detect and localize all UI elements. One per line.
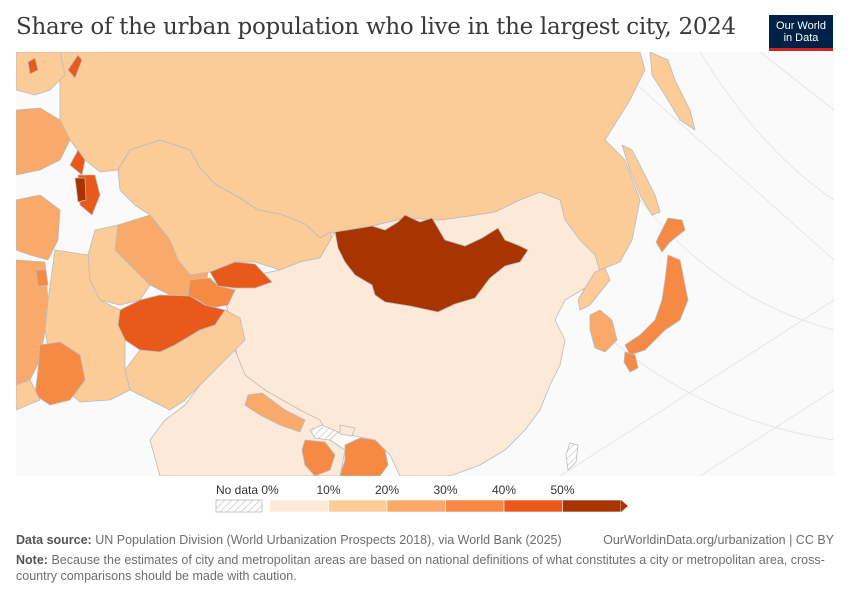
region-oman[interactable]: [16, 379, 41, 411]
map-container: [16, 52, 834, 476]
legend-bin-3[interactable]: [445, 499, 505, 513]
legend-arrow-tip: [621, 500, 628, 512]
legend: No data 0% 10% 20% 30% 40% 50%: [214, 482, 644, 514]
note: Note: Because the estimates of city and …: [16, 552, 834, 584]
region-mongolia[interactable]: [334, 214, 529, 313]
region-kashmir[interactable]: [309, 424, 339, 441]
region-syria[interactable]: [16, 107, 71, 176]
legend-tick-label: 20%: [375, 483, 399, 497]
source-url[interactable]: OurWorldinData.org/urbanization | CC BY: [603, 533, 834, 547]
legend-bin-4[interactable]: [503, 499, 563, 513]
note-text: Because the estimates of city and metrop…: [16, 553, 825, 583]
data-source-label: Data source:: [16, 533, 92, 547]
legend-bin-1[interactable]: [328, 499, 388, 513]
legend-tick-label: 50%: [550, 483, 574, 497]
data-source: Data source: UN Population Division (Wor…: [16, 532, 562, 548]
region-bhutan[interactable]: [339, 424, 356, 437]
region-georgia[interactable]: [69, 149, 86, 176]
note-label: Note:: [16, 553, 48, 567]
region-pakistan[interactable]: [124, 309, 246, 411]
owid-logo[interactable]: Our World in Data: [769, 15, 833, 51]
legend-svg: No data 0% 10% 20% 30% 40% 50%: [215, 483, 628, 513]
region-ukraine[interactable]: [16, 52, 66, 96]
data-source-text: UN Population Division (World Urbanizati…: [95, 533, 562, 547]
region-india[interactable]: [149, 349, 346, 476]
legend-tick-label: 10%: [316, 483, 340, 497]
chart-title: Share of the urban population who live i…: [16, 14, 736, 40]
footer: Data source: UN Population Division (Wor…: [16, 532, 834, 584]
region-iraq[interactable]: [16, 194, 61, 261]
region-japan-honshu[interactable]: [624, 254, 689, 356]
region-taiwan[interactable]: [565, 442, 579, 471]
region-japan-hokkaido[interactable]: [655, 217, 686, 253]
region-west-accent-2[interactable]: [67, 54, 83, 79]
region-russia-east[interactable]: [649, 52, 696, 131]
region-sakhalin[interactable]: [621, 144, 661, 216]
graticule: [559, 52, 834, 476]
region-south-korea[interactable]: [589, 309, 618, 353]
legend-bin-2[interactable]: [386, 499, 446, 513]
legend-tick-label: 40%: [492, 483, 516, 497]
region-west-accent[interactable]: [27, 57, 39, 75]
logo-line-1: Our World: [776, 19, 826, 32]
region-armenia[interactable]: [74, 177, 87, 203]
logo-line-2: in Data: [783, 31, 819, 44]
region-north-korea[interactable]: [577, 267, 611, 311]
legend-tick-label: 30%: [433, 483, 457, 497]
region-japan-kyushu[interactable]: [623, 351, 639, 373]
legend-nodata-swatch: [215, 499, 263, 513]
region-bangladesh[interactable]: [301, 439, 336, 476]
region-nepal[interactable]: [244, 392, 306, 433]
region-qatar[interactable]: [34, 341, 86, 406]
map-svg: [16, 52, 834, 476]
legend-nodata-label: No data: [216, 483, 258, 497]
legend-bin-5[interactable]: [562, 499, 622, 513]
legend-bin-0[interactable]: [269, 499, 329, 513]
legend-tick-label: 0%: [261, 483, 279, 497]
region-kuwait[interactable]: [35, 269, 49, 287]
region-myanmar[interactable]: [339, 437, 389, 476]
